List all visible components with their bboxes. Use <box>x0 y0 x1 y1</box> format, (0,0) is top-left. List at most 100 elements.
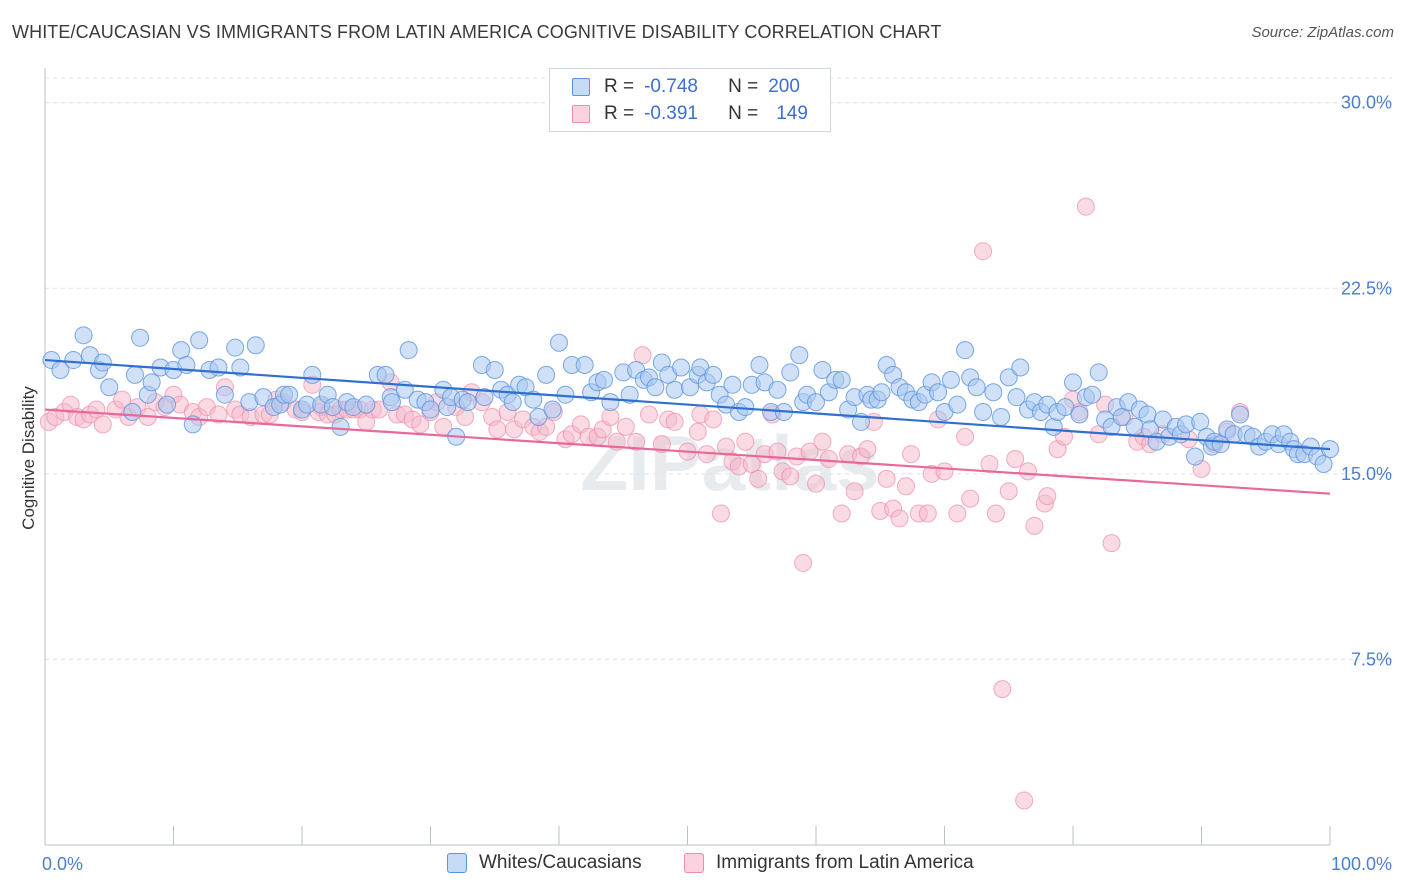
data-point-white <box>303 365 322 384</box>
data-point-latin <box>781 467 800 486</box>
legend-label-white: Whites/Caucasians <box>479 852 642 873</box>
data-point-latin <box>890 509 909 528</box>
legend-swatch-white <box>447 853 467 873</box>
y-axis-label: Cognitive Disability <box>19 386 38 530</box>
stats-legend: R = -0.748 N = 200 R = -0.391 N = 149 <box>549 68 831 132</box>
legend-swatch-latin <box>684 853 704 873</box>
data-point-white <box>813 360 832 379</box>
data-point-white <box>382 393 401 412</box>
data-point-latin <box>845 482 864 501</box>
data-point-latin <box>1102 534 1121 553</box>
data-point-latin <box>209 405 228 424</box>
data-point-white <box>458 393 477 412</box>
source-label: Source: ZipAtlas.com <box>1251 24 1394 41</box>
data-point-white <box>357 395 376 414</box>
data-point-white <box>74 326 93 345</box>
legend-label-latin: Immigrants from Latin America <box>716 852 974 873</box>
data-point-white <box>123 403 142 422</box>
legend-item-latin[interactable]: Immigrants from Latin America <box>684 852 974 874</box>
data-point-latin <box>736 432 755 451</box>
trend-line-white <box>44 358 1331 451</box>
data-point-latin <box>93 415 112 434</box>
trend-line-latin <box>44 408 1331 495</box>
data-point-white <box>723 375 742 394</box>
legend-n-label: N = <box>728 76 759 97</box>
data-point-latin <box>639 405 658 424</box>
data-point-latin <box>488 420 507 439</box>
data-point-latin <box>974 242 993 261</box>
data-point-latin <box>999 482 1018 501</box>
data-point-white <box>524 390 543 409</box>
data-point-white <box>529 407 548 426</box>
data-point-white <box>929 383 948 402</box>
legend-swatch-latin <box>572 105 590 123</box>
data-point-latin <box>456 407 475 426</box>
data-point-latin <box>1015 791 1034 810</box>
data-point-white <box>1064 373 1082 392</box>
data-point-white <box>226 338 245 357</box>
data-point-latin <box>832 504 851 523</box>
data-point-white <box>1314 454 1333 473</box>
data-point-white <box>1125 417 1144 436</box>
data-point-white <box>1044 417 1063 436</box>
data-point-white <box>948 395 967 414</box>
data-point-latin <box>956 427 975 446</box>
data-point-white <box>485 360 504 379</box>
data-point-white <box>750 356 769 375</box>
data-point-white <box>665 380 684 399</box>
data-point-white <box>992 407 1011 426</box>
data-point-white <box>790 346 809 365</box>
legend-n-value: 149 <box>776 103 808 124</box>
data-point-latin <box>652 435 671 454</box>
data-point-latin <box>993 680 1012 699</box>
data-point-white <box>704 365 723 384</box>
data-point-latin <box>961 489 980 508</box>
data-point-white <box>1011 358 1030 377</box>
data-point-latin <box>896 477 915 496</box>
data-point-latin <box>627 432 646 451</box>
data-point-white <box>280 385 299 404</box>
data-point-white <box>832 370 851 389</box>
data-point-white <box>131 328 150 347</box>
data-point-white <box>399 341 418 360</box>
data-point-latin <box>768 442 787 461</box>
data-point-latin <box>616 417 635 436</box>
data-point-latin <box>819 450 838 469</box>
y-tick-label: 7.5% <box>1351 649 1392 669</box>
data-point-latin <box>1038 487 1057 506</box>
data-point-latin <box>986 504 1005 523</box>
data-point-white <box>231 358 250 377</box>
data-point-latin <box>948 504 967 523</box>
data-point-white <box>1056 398 1075 417</box>
data-point-latin <box>1076 197 1095 216</box>
legend-n-value: 200 <box>768 76 800 97</box>
data-point-white <box>537 365 556 384</box>
legend-item-white[interactable]: Whites/Caucasians <box>447 852 642 874</box>
data-point-latin <box>411 415 430 434</box>
data-point-latin <box>749 469 768 488</box>
data-point-white <box>974 403 993 422</box>
data-point-white <box>125 365 144 384</box>
legend-r-value: -0.391 <box>644 103 698 124</box>
data-point-white <box>601 393 620 412</box>
data-point-white <box>736 398 755 417</box>
data-point-latin <box>113 390 132 409</box>
data-point-white <box>1007 388 1026 407</box>
data-point-latin <box>858 440 877 459</box>
y-tick-label: 15.0% <box>1341 464 1392 484</box>
data-point-white <box>503 393 522 412</box>
legend-row-latin: R = -0.391 N = 149 <box>572 101 808 127</box>
data-point-white <box>190 331 209 350</box>
legend-r-label: R = <box>604 76 635 97</box>
data-point-white <box>475 388 494 407</box>
data-point-white <box>781 363 800 382</box>
data-point-white <box>1211 435 1230 454</box>
data-point-white <box>646 378 665 397</box>
data-point-white <box>64 351 83 370</box>
y-tick-labels: 7.5% 15.0% 22.5% 30.0% <box>1341 93 1392 670</box>
data-point-white <box>1070 405 1089 424</box>
data-point-white <box>672 358 691 377</box>
data-point-white <box>1191 412 1210 431</box>
data-point-latin <box>633 346 652 365</box>
data-point-latin <box>935 462 954 481</box>
